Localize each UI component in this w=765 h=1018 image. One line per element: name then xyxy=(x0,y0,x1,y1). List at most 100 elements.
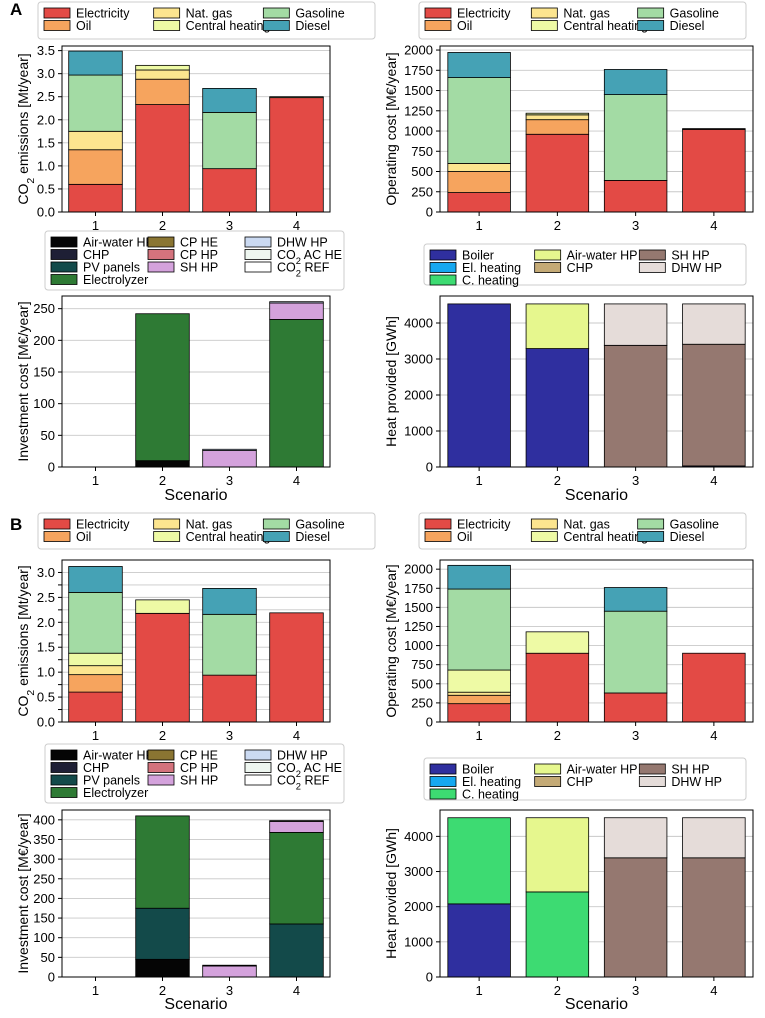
y-tick-label: 300 xyxy=(33,852,55,867)
x-tick-label: 1 xyxy=(476,728,483,743)
y-axis-label: CO2 emissions [Mt/year] xyxy=(15,565,37,716)
legend-label-cp-he: CP HE xyxy=(180,749,218,763)
y-tick-label: 0 xyxy=(426,460,433,475)
bar-gasoline-scenario-3 xyxy=(202,613,257,676)
bar-oil-scenario-1 xyxy=(447,694,511,705)
y-tick-label: 50 xyxy=(41,428,55,443)
bar-electricity-scenario-3 xyxy=(202,674,257,723)
bar-dhw-hp-scenario-3 xyxy=(202,448,257,451)
bar-nat-gas-scenario-2 xyxy=(525,114,590,121)
y-tick-label: 1000 xyxy=(404,638,433,653)
legend-label-el-heating: El. heating xyxy=(462,261,521,275)
legend-label-co-ac-he: CO2 AC HE xyxy=(277,248,342,266)
bar-diesel-scenario-1 xyxy=(68,566,123,593)
y-tick-label: 4000 xyxy=(404,316,433,331)
y-tick-label: 150 xyxy=(33,911,55,926)
bar-oil-scenario-1 xyxy=(447,171,511,193)
y-tick-label: 3000 xyxy=(404,352,433,367)
y-tick-label: 2.5 xyxy=(37,590,55,605)
legend-label-central-heating: Central heating xyxy=(563,19,648,33)
bar-oil-scenario-1 xyxy=(68,149,123,185)
y-tick-label: 0.5 xyxy=(37,690,55,705)
x-tick-label: 4 xyxy=(710,983,717,998)
y-axis-label: Operating cost [M€/year] xyxy=(383,564,399,717)
x-tick-label: 3 xyxy=(632,728,639,743)
legend-label-air-water-hp: Air-water HP xyxy=(567,249,638,263)
x-tick-label: 4 xyxy=(293,218,300,233)
legend-swatch-gasoline xyxy=(262,7,290,19)
bar-central-heating-scenario-2 xyxy=(525,631,590,654)
legend-swatch-co-ref xyxy=(244,774,272,786)
legend-box xyxy=(37,1,376,40)
bar-sh-hp-scenario-4 xyxy=(682,343,746,467)
legend-label-electricity: Electricity xyxy=(76,7,130,21)
legend-swatch-diesel xyxy=(262,531,290,542)
legend-swatch-sh-hp xyxy=(638,763,666,775)
legend-swatch-oil xyxy=(424,531,452,542)
chart-a-middle-right: 0 1000 2000 3000 4000 1 2 3 4 Heat provided [GWh]… xyxy=(383,243,754,504)
legend-label-oil: Oil xyxy=(457,19,472,33)
legend-swatch-air-water-hp xyxy=(534,763,562,775)
y-tick-label: 0.0 xyxy=(37,205,55,220)
x-tick-label: 4 xyxy=(710,728,717,743)
bar-electrolyzer-scenario-4 xyxy=(269,319,324,468)
legend-label-air-water-hp: Air-water HP xyxy=(83,236,154,250)
x-tick-label: 4 xyxy=(710,473,717,488)
legend-swatch-el-heating xyxy=(429,776,457,787)
x-tick-label: 1 xyxy=(476,473,483,488)
y-tick-label: 2000 xyxy=(404,562,433,577)
legend-label-sh-hp: SH HP xyxy=(180,774,218,788)
legend-swatch-pv-panels xyxy=(50,774,78,786)
legend-swatch-nat-gas xyxy=(153,518,181,530)
y-axis-label: CO2 emissions [Mt/year] xyxy=(15,53,37,204)
x-tick-label: 3 xyxy=(226,218,233,233)
legend-label-chp: CHP xyxy=(83,248,109,262)
legend-swatch-electricity xyxy=(43,518,71,530)
bar-boiler-scenario-1 xyxy=(447,303,511,468)
legend-swatch-cp-he xyxy=(147,749,175,761)
bar-pv-panels-scenario-2 xyxy=(135,907,190,960)
bar-oil-scenario-2 xyxy=(135,78,190,105)
y-tick-label: 3.5 xyxy=(37,43,55,58)
y-tick-label: 1000 xyxy=(404,424,433,439)
bar-nat-gas-scenario-1 xyxy=(447,163,511,172)
legend-swatch-dhw-hp xyxy=(244,236,272,248)
legend-swatch-central-heating xyxy=(153,531,181,542)
plot-frame xyxy=(61,809,331,978)
x-tick-label: 3 xyxy=(632,983,639,998)
legend-swatch-co-ref xyxy=(244,261,272,273)
legend-label-diesel: Diesel xyxy=(295,530,330,544)
legend-label-oil: Oil xyxy=(76,19,91,33)
legend-swatch-cp-he xyxy=(147,236,175,248)
y-tick-label: 1.0 xyxy=(37,158,55,173)
bar-electrolyzer-scenario-4 xyxy=(269,831,324,925)
legend-swatch-diesel xyxy=(637,20,665,31)
legend-label-air-water-hp: Air-water HP xyxy=(567,763,638,777)
bar-sh-hp-scenario-4 xyxy=(269,820,324,833)
x-tick-label: 3 xyxy=(226,473,233,488)
y-tick-label: 0 xyxy=(48,460,55,475)
bar-central-heating-scenario-4 xyxy=(682,128,746,130)
bar-dhw-hp-scenario-4 xyxy=(269,301,324,304)
y-tick-label: 0 xyxy=(426,715,433,730)
legend-label-dhw-hp: DHW HP xyxy=(671,775,722,789)
legend-label-chp: CHP xyxy=(567,261,593,275)
x-tick-label: 2 xyxy=(159,473,166,488)
legend-label-central-heating: Central heating xyxy=(186,530,271,544)
x-axis-label: Scenario xyxy=(565,487,628,504)
y-tick-label: 1750 xyxy=(404,63,433,78)
legend-swatch-sh-hp xyxy=(147,774,175,786)
legend-label-air-water-hp: Air-water HP xyxy=(83,749,154,763)
legend-swatch-central-heating xyxy=(530,531,558,542)
x-tick-label: 2 xyxy=(159,983,166,998)
legend-swatch-dhw-hp xyxy=(244,749,272,761)
legend-swatch-sh-hp xyxy=(638,249,666,261)
legend-swatch-gasoline xyxy=(637,518,665,530)
bar-electricity-scenario-1 xyxy=(447,703,511,723)
x-tick-label: 1 xyxy=(92,983,99,998)
bar-diesel-scenario-3 xyxy=(202,88,257,113)
bar-dhw-hp-scenario-4 xyxy=(682,303,746,345)
y-axis-label: Heat provided [GWh] xyxy=(383,316,399,447)
legend-swatch-co-ac-he xyxy=(244,249,272,260)
